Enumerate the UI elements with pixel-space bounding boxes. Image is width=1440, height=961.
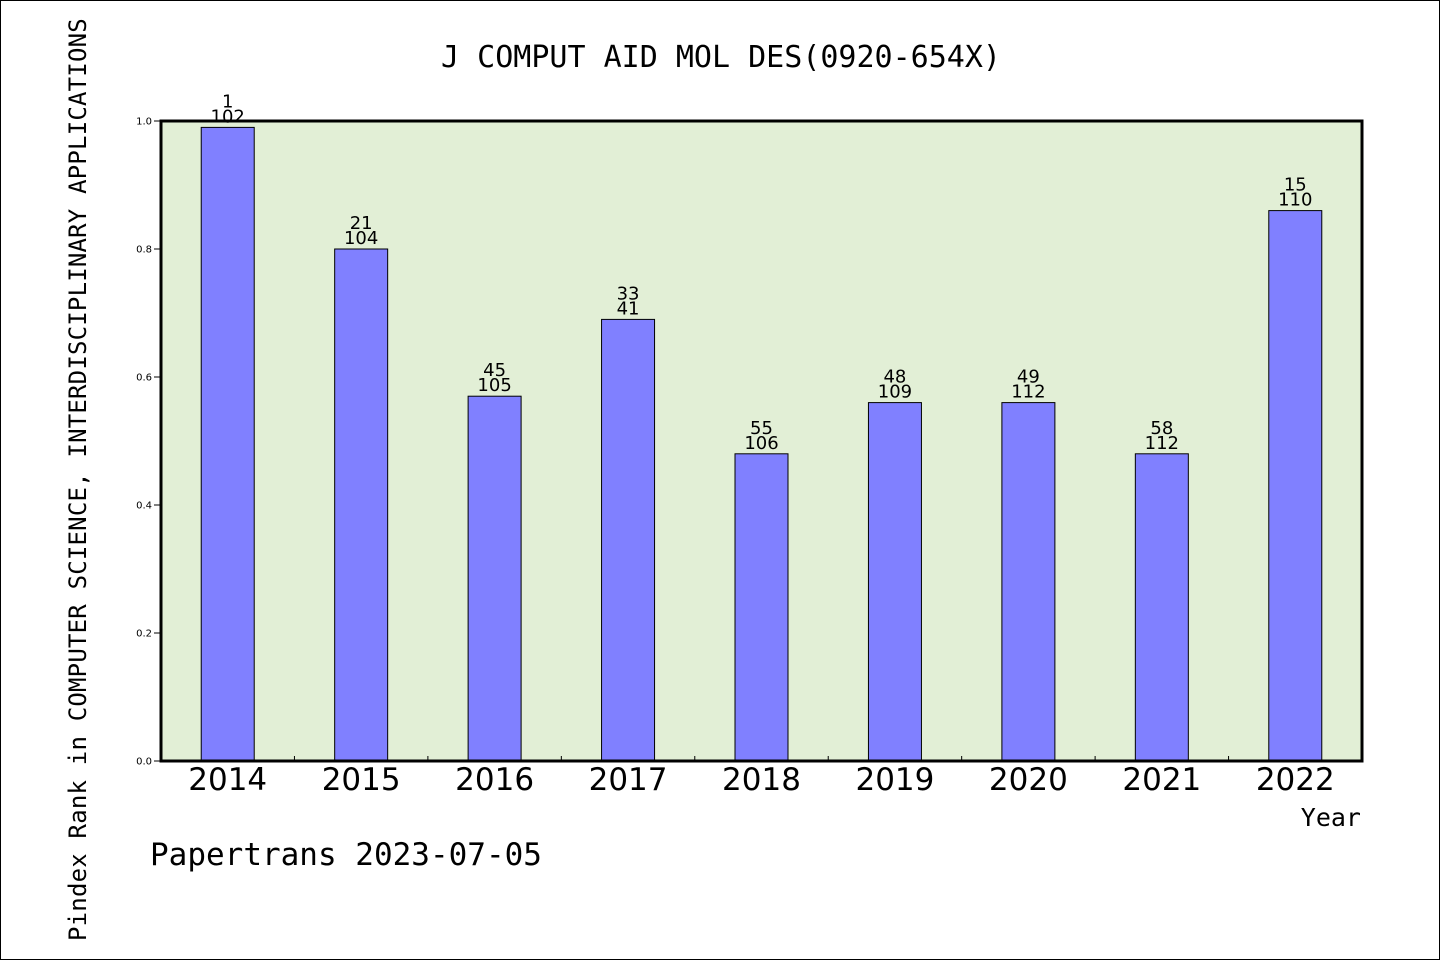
bar-2017[interactable] (601, 318, 656, 762)
x-tick-label: 2016 (455, 762, 534, 798)
bar-2015[interactable] (334, 248, 389, 762)
data-label-total: 105 (477, 375, 511, 396)
x-axis-label: Year (1301, 803, 1361, 832)
footer-text: Papertrans 2023-07-05 (150, 837, 542, 873)
data-label-rank: 45 (483, 360, 506, 381)
bar-2016[interactable] (467, 395, 522, 762)
x-tick-label: 2015 (322, 762, 401, 798)
bar-2014[interactable] (200, 126, 255, 762)
bar-2019[interactable] (867, 402, 922, 762)
y-tick-label: 0.6 (136, 373, 152, 384)
bar-2021[interactable] (1134, 453, 1189, 762)
bar-2020[interactable] (1001, 402, 1056, 762)
data-label-total: 41 (617, 298, 640, 319)
x-tick-label: 2017 (589, 762, 668, 798)
data-label-rank: 49 (1017, 367, 1040, 388)
x-tick-label: 2022 (1256, 762, 1335, 798)
data-label-total: 106 (744, 433, 778, 454)
y-tick-label: 0.0 (136, 757, 152, 768)
data-label-rank: 15 (1284, 175, 1307, 196)
y-axis-label: Pindex Rank in COMPUTER SCIENCE, INTERDI… (64, 18, 92, 941)
x-tick-label: 2020 (989, 762, 1068, 798)
data-label-total: 112 (1011, 382, 1045, 403)
chart-title: J COMPUT AID MOL DES(0920-654X) (441, 40, 1001, 75)
data-label-total: 102 (211, 106, 245, 127)
y-tick-label: 0.8 (136, 245, 152, 256)
x-tick-label: 2014 (188, 762, 267, 798)
bar-2022[interactable] (1268, 210, 1323, 762)
data-label-total: 109 (878, 382, 912, 403)
x-tick-label: 2018 (722, 762, 801, 798)
y-tick-label: 0.4 (136, 501, 152, 512)
data-label-total: 104 (344, 228, 378, 249)
data-label-rank: 55 (750, 418, 773, 439)
data-label-rank: 33 (617, 283, 640, 304)
data-label-rank: 58 (1150, 418, 1173, 439)
data-label-rank: 21 (350, 213, 373, 234)
x-tick-label: 2021 (1122, 762, 1201, 798)
bar-2018[interactable] (734, 453, 789, 762)
data-label-total: 110 (1278, 190, 1312, 211)
data-label-total: 112 (1145, 433, 1179, 454)
y-tick-label: 1.0 (136, 117, 152, 128)
plot-frame (159, 119, 1364, 763)
x-tick-label: 2019 (855, 762, 934, 798)
data-label-rank: 48 (883, 367, 906, 388)
data-label-rank: 1 (222, 91, 233, 112)
y-tick-label: 0.2 (136, 629, 152, 640)
